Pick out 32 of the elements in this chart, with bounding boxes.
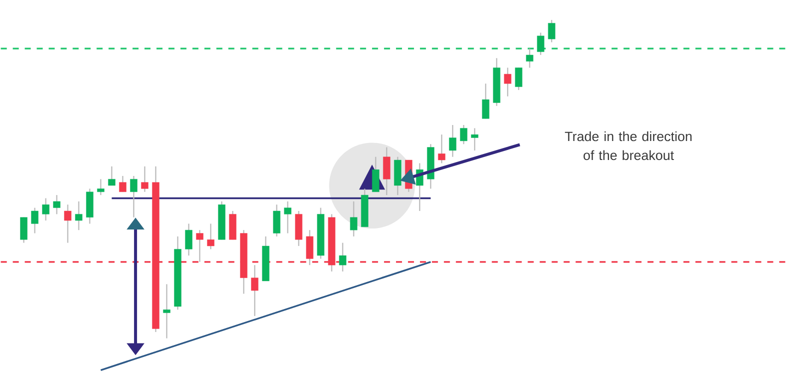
candlestick <box>20 216 28 244</box>
candlestick <box>438 134 446 164</box>
candlestick <box>449 124 456 158</box>
candlestick <box>471 128 478 151</box>
candlestick <box>31 207 38 234</box>
candlestick <box>185 223 192 256</box>
candlestick <box>526 48 534 68</box>
candlestick <box>119 175 126 192</box>
candlestick <box>460 124 468 145</box>
candlestick <box>251 264 258 316</box>
candlestick <box>350 200 358 237</box>
text: Trade in the direction of the breakout <box>564 131 692 160</box>
candlestick <box>372 156 380 192</box>
candlestick <box>53 194 60 215</box>
candlestick <box>97 178 104 196</box>
candlestick <box>482 82 490 120</box>
candlestick <box>284 200 292 234</box>
candlestick <box>383 146 390 196</box>
candlestick <box>42 198 50 221</box>
candlestick <box>273 204 280 237</box>
candlestick <box>515 67 522 90</box>
candlestick <box>130 175 138 218</box>
candlestick <box>548 19 556 43</box>
candlestick <box>64 204 72 244</box>
candlestick <box>537 32 544 56</box>
candlestick <box>141 166 148 192</box>
candlestick <box>108 166 116 186</box>
candlestick <box>504 67 512 97</box>
candlestick <box>207 223 214 250</box>
candlestick <box>163 284 170 339</box>
candlestick <box>339 242 346 272</box>
candlestick <box>75 200 82 231</box>
